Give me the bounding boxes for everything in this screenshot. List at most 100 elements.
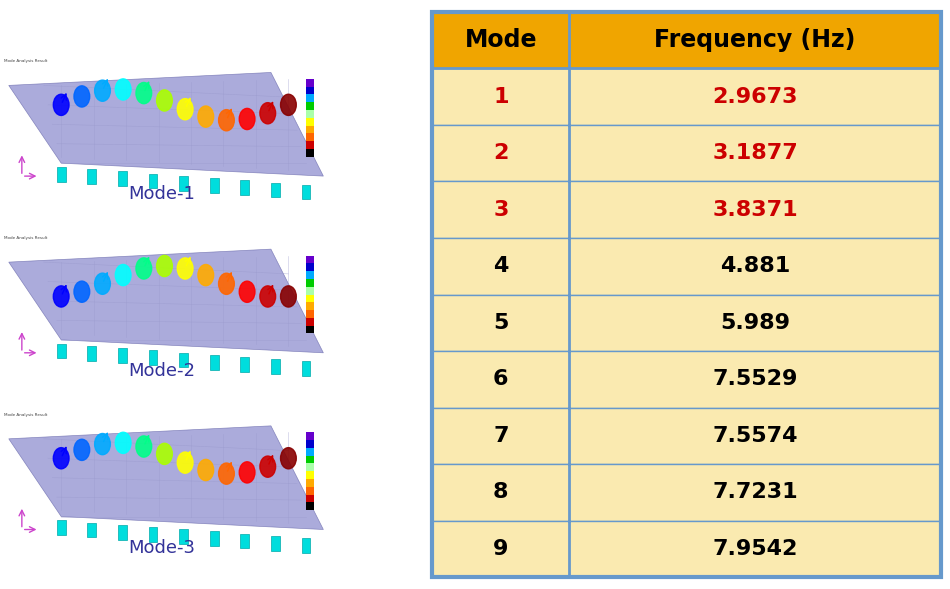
Circle shape: [53, 448, 69, 469]
Text: 7.5574: 7.5574: [712, 426, 798, 446]
Bar: [87, 346, 96, 360]
Circle shape: [136, 436, 152, 457]
Polygon shape: [9, 72, 323, 176]
Circle shape: [280, 448, 296, 469]
Bar: [306, 310, 314, 318]
Text: 4.881: 4.881: [720, 256, 790, 276]
Text: Mode-2: Mode-2: [128, 362, 195, 380]
Bar: [306, 448, 314, 456]
Bar: [432, 125, 940, 181]
Circle shape: [157, 444, 172, 465]
Circle shape: [218, 463, 235, 484]
Circle shape: [239, 462, 255, 483]
Circle shape: [280, 94, 296, 115]
Text: 7: 7: [493, 426, 508, 446]
Bar: [432, 68, 940, 125]
Bar: [118, 171, 126, 186]
Bar: [306, 326, 314, 333]
Circle shape: [178, 258, 193, 279]
Text: Mode Analysis Result: Mode Analysis Result: [5, 59, 48, 64]
Text: Mode Analysis Result: Mode Analysis Result: [5, 236, 48, 240]
Circle shape: [115, 264, 131, 286]
Bar: [432, 238, 940, 294]
Text: 7.5529: 7.5529: [712, 369, 798, 389]
Bar: [306, 87, 314, 94]
Bar: [210, 355, 218, 369]
Text: 1: 1: [493, 87, 508, 107]
Bar: [306, 502, 314, 510]
Bar: [306, 471, 314, 479]
Bar: [118, 348, 126, 363]
Bar: [432, 12, 940, 68]
Text: 4: 4: [493, 256, 508, 276]
Bar: [57, 521, 66, 535]
Circle shape: [115, 79, 131, 100]
Bar: [306, 110, 314, 118]
Circle shape: [178, 98, 193, 120]
Bar: [180, 530, 188, 544]
Bar: [432, 464, 940, 521]
Bar: [306, 302, 314, 310]
Circle shape: [95, 434, 110, 455]
Bar: [271, 183, 279, 197]
Text: 7.9542: 7.9542: [712, 539, 798, 559]
Circle shape: [198, 264, 214, 286]
Text: Frequency (Hz): Frequency (Hz): [655, 28, 856, 52]
Circle shape: [239, 281, 255, 302]
Circle shape: [157, 256, 172, 277]
Circle shape: [157, 90, 172, 111]
Text: 6: 6: [493, 369, 508, 389]
Bar: [301, 185, 311, 200]
Bar: [210, 531, 218, 546]
Circle shape: [218, 110, 235, 131]
Bar: [57, 344, 66, 359]
Circle shape: [198, 459, 214, 481]
Text: Mode-1: Mode-1: [128, 185, 195, 203]
Bar: [306, 118, 314, 125]
Circle shape: [280, 286, 296, 307]
Text: 7.7231: 7.7231: [712, 482, 798, 502]
Text: 2: 2: [493, 143, 508, 163]
Text: Mode Analysis Result: Mode Analysis Result: [5, 413, 48, 417]
Bar: [432, 351, 940, 408]
Bar: [306, 271, 314, 279]
Bar: [306, 141, 314, 149]
Text: 3.8371: 3.8371: [712, 200, 798, 220]
Text: 9: 9: [493, 539, 508, 559]
Bar: [148, 174, 158, 188]
Bar: [180, 353, 188, 368]
Bar: [306, 263, 314, 271]
Circle shape: [53, 94, 69, 115]
Bar: [148, 527, 158, 542]
Text: 8: 8: [493, 482, 508, 502]
Circle shape: [260, 102, 276, 124]
Bar: [306, 79, 314, 87]
Text: Mode-3: Mode-3: [128, 538, 195, 557]
Circle shape: [74, 86, 89, 107]
Bar: [87, 522, 96, 537]
Circle shape: [260, 286, 276, 307]
Bar: [306, 102, 314, 110]
Circle shape: [53, 286, 69, 307]
Circle shape: [95, 80, 110, 101]
Bar: [306, 149, 314, 157]
Bar: [148, 350, 158, 365]
Circle shape: [260, 456, 276, 477]
Bar: [301, 362, 311, 376]
Bar: [240, 180, 249, 195]
Bar: [240, 534, 249, 548]
Bar: [306, 94, 314, 102]
Bar: [432, 294, 940, 351]
Bar: [306, 133, 314, 141]
Circle shape: [95, 273, 110, 294]
Bar: [240, 357, 249, 372]
Bar: [271, 536, 279, 551]
Circle shape: [218, 273, 235, 294]
Circle shape: [136, 258, 152, 279]
Polygon shape: [9, 426, 323, 530]
Bar: [306, 256, 314, 263]
Text: 5: 5: [493, 313, 508, 333]
Bar: [306, 287, 314, 294]
Bar: [118, 525, 126, 540]
Bar: [210, 178, 218, 193]
